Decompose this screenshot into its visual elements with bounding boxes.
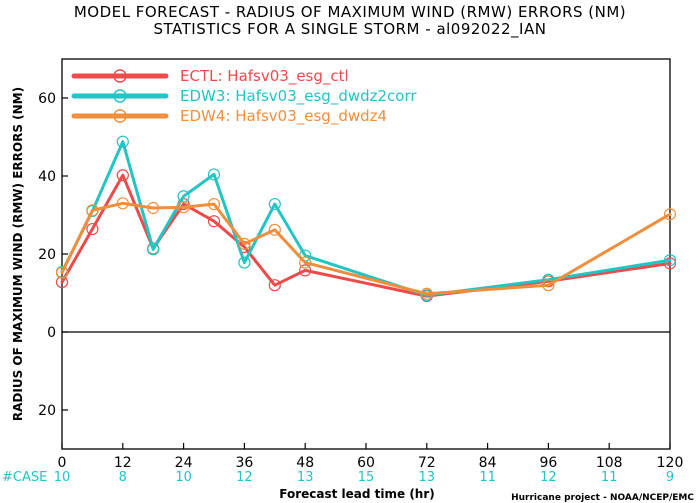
data-point xyxy=(207,197,221,211)
data-point xyxy=(542,279,555,292)
legend-marker xyxy=(113,89,127,103)
legend-marker xyxy=(113,69,127,83)
data-point xyxy=(177,201,190,214)
legend-label: EDW4: Hafsv03_esg_dwdz4 xyxy=(180,107,387,126)
case-label: #CASE xyxy=(2,470,47,485)
data-point xyxy=(147,201,160,215)
chart-title: MODEL FORECAST - RADIUS OF MAXIMUM WIND … xyxy=(73,3,627,21)
data-point xyxy=(116,197,129,210)
x-axis-label: Forecast lead time (hr) xyxy=(279,487,435,501)
x-tick-label: 120 xyxy=(657,455,684,471)
data-point xyxy=(268,197,281,211)
case-count: 9 xyxy=(666,470,674,485)
y-tick-label: 40 xyxy=(38,169,56,185)
y-tick-label: 20 xyxy=(38,247,56,263)
x-tick-label: 0 xyxy=(58,455,67,471)
y-tick-label: 60 xyxy=(38,91,56,107)
data-point xyxy=(55,266,69,279)
data-point xyxy=(116,135,129,148)
case-count: 11 xyxy=(479,470,496,485)
data-point xyxy=(55,275,69,289)
x-tick-label: 84 xyxy=(479,455,497,471)
data-point xyxy=(86,222,99,236)
x-tick-label: 96 xyxy=(539,455,557,471)
x-tick-label: 48 xyxy=(296,455,314,471)
case-count: 10 xyxy=(54,470,71,485)
case-count: 12 xyxy=(236,470,253,485)
x-tick-label: 72 xyxy=(418,455,436,471)
x-tick-label: 12 xyxy=(114,455,132,471)
y-tick-label: 0 xyxy=(47,325,56,341)
x-tick-label: 24 xyxy=(175,455,193,471)
case-count: 13 xyxy=(419,470,436,485)
footer-credit: Hurricane project - NOAA/NCEP/EMC xyxy=(511,493,694,503)
data-point xyxy=(268,279,281,292)
case-count: 12 xyxy=(540,470,557,485)
legend-label: ECTL: Hafsv03_esg_ctl xyxy=(180,67,349,86)
data-point xyxy=(663,257,677,270)
data-point xyxy=(147,243,160,256)
data-point xyxy=(663,208,677,221)
series-line xyxy=(60,140,672,297)
case-count: 15 xyxy=(358,470,375,485)
y-tick-label: 20 xyxy=(38,403,56,419)
case-count: 13 xyxy=(297,470,314,485)
x-tick-label: 36 xyxy=(235,455,253,471)
chart-subtitle: STATISTICS FOR A SINGLE STORM - al092022… xyxy=(153,20,547,38)
data-point xyxy=(86,204,99,217)
data-point xyxy=(116,169,129,182)
data-point xyxy=(207,215,221,228)
case-count: 10 xyxy=(175,470,192,485)
data-point xyxy=(238,237,251,250)
data-point xyxy=(238,256,251,269)
data-point xyxy=(207,168,221,181)
data-point xyxy=(299,256,312,269)
x-tick-label: 108 xyxy=(596,455,623,471)
data-point xyxy=(420,287,433,300)
data-point xyxy=(299,264,312,277)
legend-marker xyxy=(113,109,127,123)
legend-label: EDW3: Hafsv03_esg_dwdz2corr xyxy=(180,87,417,106)
data-point xyxy=(268,223,281,236)
case-count: 11 xyxy=(601,470,618,485)
x-tick-label: 60 xyxy=(357,455,375,471)
y-axis-label: RADIUS OF MAXIMUM WIND (RMW) ERRORS (NM) xyxy=(11,87,25,421)
data-point xyxy=(663,254,677,267)
case-count: 8 xyxy=(119,470,127,485)
